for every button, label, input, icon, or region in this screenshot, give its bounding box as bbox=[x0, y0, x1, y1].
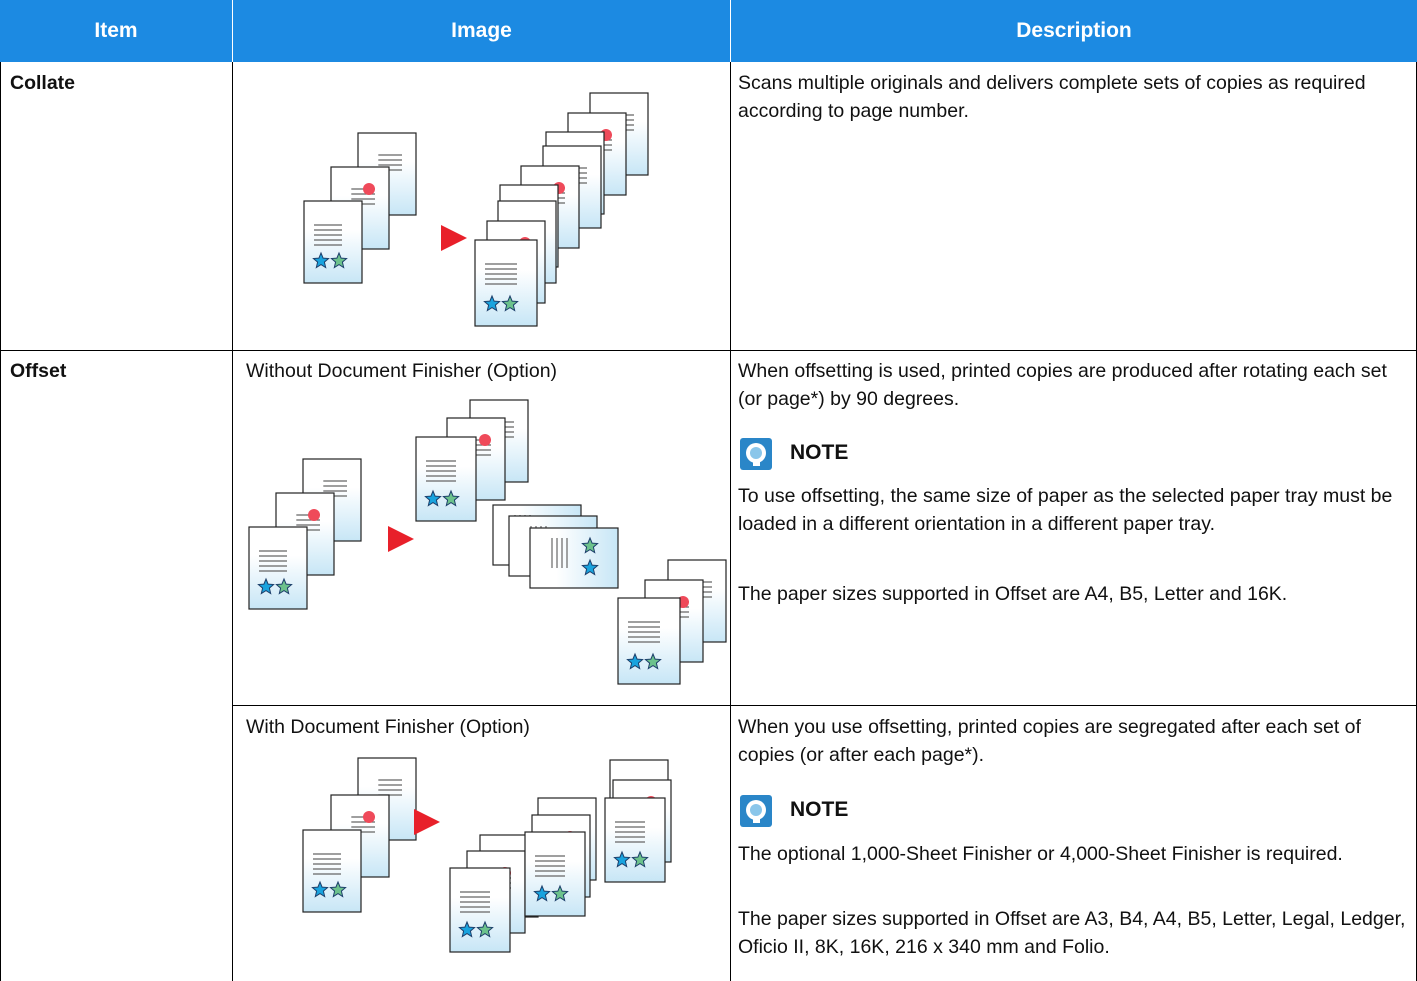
star bbox=[581, 558, 599, 576]
item-label: Collate bbox=[10, 72, 76, 94]
note-title: NOTE bbox=[790, 441, 849, 464]
arrow bbox=[414, 809, 440, 835]
star bbox=[501, 294, 519, 312]
sheet bbox=[474, 239, 538, 327]
star bbox=[483, 294, 501, 312]
page bbox=[474, 239, 538, 327]
star bbox=[275, 577, 293, 595]
description: When offsetting is used, printed copies … bbox=[738, 360, 1387, 410]
sheet bbox=[529, 527, 619, 589]
note-title: NOTE bbox=[790, 798, 849, 821]
page bbox=[248, 526, 308, 610]
star bbox=[442, 489, 460, 507]
note-text: To use offsetting, the same size of pape… bbox=[738, 485, 1393, 535]
header-cell: Description bbox=[1016, 19, 1132, 42]
page bbox=[302, 829, 362, 913]
sheet bbox=[302, 829, 362, 913]
header-cell: Image bbox=[451, 19, 512, 42]
description: Scans multiple originals and delivers co… bbox=[738, 72, 1366, 122]
header-dividers bbox=[232, 0, 731, 62]
note-text: The paper sizes supported in Offset are … bbox=[738, 583, 1288, 605]
star bbox=[330, 251, 348, 269]
star bbox=[257, 577, 275, 595]
red-dot bbox=[479, 434, 491, 446]
red-dot bbox=[363, 183, 375, 195]
sheet bbox=[617, 597, 681, 685]
note-text: The paper sizes supported in Offset are … bbox=[738, 908, 1406, 958]
description: When you use offsetting, printed copies … bbox=[738, 716, 1361, 766]
image-caption: With Document Finisher (Option) bbox=[246, 716, 530, 738]
star bbox=[476, 920, 494, 938]
sheet bbox=[449, 867, 511, 953]
page bbox=[303, 200, 363, 284]
page bbox=[449, 867, 511, 953]
note-icon bbox=[740, 795, 772, 827]
star bbox=[581, 536, 599, 554]
red-dot bbox=[308, 509, 320, 521]
sheet bbox=[604, 797, 666, 883]
header-cell: Item bbox=[94, 19, 138, 42]
red-dot bbox=[363, 811, 375, 823]
star bbox=[551, 884, 569, 902]
star bbox=[458, 920, 476, 938]
sheet bbox=[303, 200, 363, 284]
page bbox=[604, 797, 666, 883]
star bbox=[626, 652, 644, 670]
image-caption: Without Document Finisher (Option) bbox=[246, 360, 558, 382]
page bbox=[617, 597, 681, 685]
rotated-page bbox=[529, 527, 619, 589]
star bbox=[533, 884, 551, 902]
arrow bbox=[441, 225, 467, 251]
page bbox=[415, 436, 477, 522]
sheet bbox=[248, 526, 308, 610]
arrow bbox=[388, 526, 414, 552]
note-icon bbox=[740, 438, 772, 470]
star bbox=[644, 652, 662, 670]
star bbox=[631, 850, 649, 868]
star bbox=[312, 251, 330, 269]
page bbox=[524, 831, 586, 917]
header-bar bbox=[0, 0, 1417, 62]
item-label: Offset bbox=[10, 360, 67, 382]
sheet bbox=[415, 436, 477, 522]
star bbox=[424, 489, 442, 507]
sheet bbox=[524, 831, 586, 917]
star bbox=[613, 850, 631, 868]
note-text: The optional 1,000-Sheet Finisher or 4,0… bbox=[738, 843, 1343, 865]
star bbox=[329, 880, 347, 898]
star bbox=[311, 880, 329, 898]
